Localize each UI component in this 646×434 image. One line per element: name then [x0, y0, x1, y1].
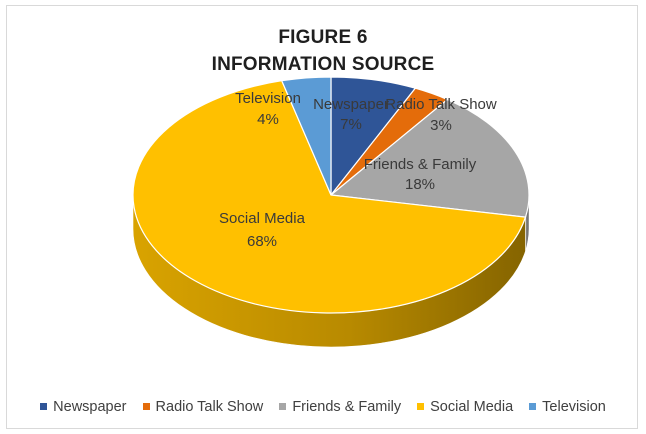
- pie-slice-friends-family: [329, 98, 530, 218]
- pie-slice-social-media: [132, 80, 527, 314]
- legend-swatch-friends-family: [279, 402, 287, 410]
- pie-slices: [132, 76, 530, 314]
- chart-subtitle: INFORMATION SOURCE: [211, 54, 435, 75]
- data-label-percent-newspaper: 7%: [340, 116, 362, 133]
- data-label-name-radio-talk-show: Radio Talk Show: [385, 96, 497, 113]
- legend-label-newspaper: Newspaper: [53, 399, 127, 415]
- pie-slice-television: [280, 76, 332, 196]
- legend-item-newspaper: Newspaper: [40, 399, 127, 415]
- data-label-name-friends-family: Friends & Family: [364, 156, 477, 173]
- data-label-percent-social-media: 68%: [247, 233, 277, 250]
- data-label-name-newspaper: Newspaper: [313, 96, 389, 113]
- legend-label-television: Television: [542, 399, 606, 415]
- data-label-percent-television: 4%: [257, 111, 279, 128]
- legend-swatch-radio-talk-show: [142, 402, 150, 410]
- legend-swatch-social-media: [417, 402, 425, 410]
- data-label-percent-friends-family: 18%: [405, 176, 435, 193]
- legend-item-radio-talk-show: Radio Talk Show: [142, 399, 264, 415]
- chart-legend: Newspaper Radio Talk Show Friends & Fami…: [0, 399, 646, 415]
- legend-swatch-television: [529, 402, 537, 410]
- data-label-name-television: Television: [235, 90, 301, 107]
- legend-item-television: Television: [529, 399, 606, 415]
- legend-label-friends-family: Friends & Family: [292, 399, 402, 415]
- data-label-percent-radio-talk-show: 3%: [430, 117, 452, 134]
- legend-label-social-media: Social Media: [430, 399, 514, 415]
- legend-item-friends-family: Friends & Family: [279, 399, 401, 415]
- pie-data-labels: Newspaper 7% Radio Talk Show 3% Friends & Fa…: [219, 90, 497, 250]
- data-label-name-social-media: Social Media: [219, 210, 306, 227]
- legend-item-social-media: Social Media: [417, 399, 513, 415]
- chart-title: FIGURE 6: [278, 27, 368, 48]
- legend-label-radio-talk-show: Radio Talk Show: [155, 399, 264, 415]
- legend-swatch-newspaper: [40, 402, 48, 410]
